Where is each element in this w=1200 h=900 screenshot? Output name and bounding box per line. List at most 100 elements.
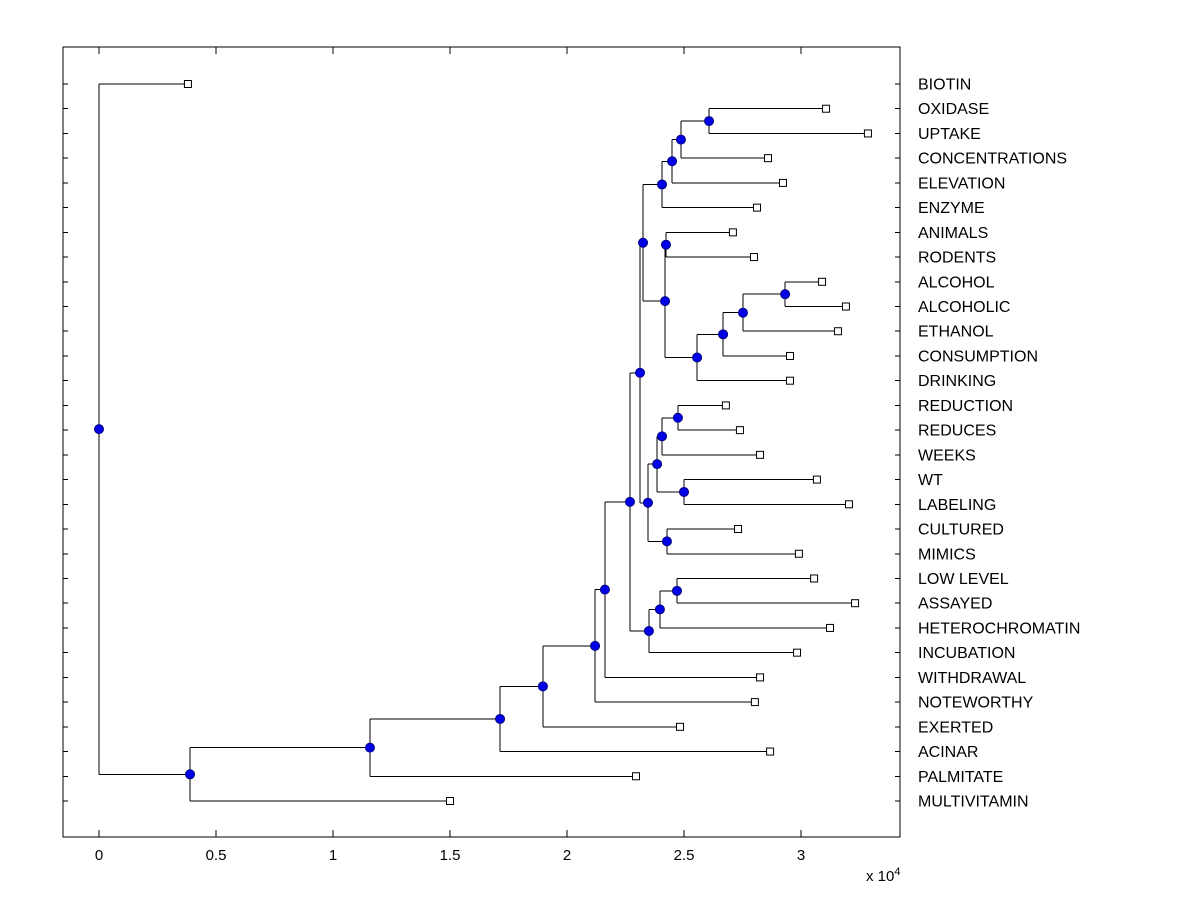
leaf-tip-marker [183,80,192,88]
leaf-tip-marker [446,796,454,805]
leaf-tip-marker [753,203,762,212]
leaf-tip-marker [764,154,773,163]
internal-node-marker [652,459,663,470]
leaf-label: UPTAKE [918,126,981,143]
leaf-label: HETEROCHROMATIN [918,620,1080,637]
leaf-label: ALCOHOL [918,274,995,291]
internal-node-marker [780,289,791,300]
leaf-tip-marker [818,277,827,286]
internal-node-marker [635,367,646,378]
leaf-label: WITHDRAWAL [918,670,1026,687]
leaf-tip-marker [786,376,795,385]
internal-node-marker [672,412,683,423]
leaf-tip-marker [786,351,795,360]
leaf-tip-marker [844,500,853,509]
x-tick-label: 2.5 [674,847,695,864]
x-axis-multiplier: x 104 [866,866,900,885]
leaf-label: ENZYME [918,200,985,217]
axes-box [62,46,901,838]
leaf-label: CULTURED [918,522,1004,539]
leaf-label: REDUCTION [918,398,1013,415]
internal-node-marker [660,296,671,307]
internal-node-marker [679,486,689,497]
leaf-label: MIMICS [918,546,976,563]
leaf-label: CONSUMPTION [918,348,1038,365]
leaf-label: OXIDASE [918,101,989,118]
internal-node-marker [704,116,715,127]
internal-node-marker [657,431,668,442]
internal-node-marker [537,681,548,692]
leaf-tip-marker [810,574,819,583]
internal-node-marker [185,769,196,780]
x-tick-label: 0.5 [206,847,227,864]
leaf-tip-marker [778,178,787,187]
x-tick-label: 3 [797,847,805,864]
internal-node-marker [692,352,703,363]
leaf-tip-marker [750,698,759,707]
internal-node-marker [675,134,686,145]
leaf-tip-marker [851,599,860,608]
internal-node-marker [660,239,671,250]
x-tick-label: 1 [329,847,337,864]
leaf-tip-marker [766,747,775,756]
leaf-tip-marker [822,104,831,113]
internal-node-marker [638,237,649,248]
leaf-tip-marker [833,327,842,336]
leaf-label: INCUBATION [918,645,1015,662]
leaf-tip-marker [632,772,641,781]
leaf-label: RODENTS [918,250,996,267]
internal-node-marker [667,156,678,167]
leaf-label: REDUCES [918,423,996,440]
internal-node-marker [590,640,601,651]
leaf-tip-marker [756,450,765,459]
leaf-tip-marker [812,475,821,484]
internal-node-marker [671,585,682,596]
leaf-tip-marker [676,722,685,731]
leaf-label: ELEVATION [918,175,1005,192]
leaf-label: BIOTIN [918,77,971,94]
internal-node-marker [657,179,668,190]
leaf-label: ALCOHOLIC [918,299,1010,316]
leaf-label: EXERTED [918,719,993,736]
internal-node-marker [643,626,654,637]
internal-node-marker [737,307,748,318]
leaf-label: LABELING [918,497,996,514]
internal-node-marker [495,713,506,724]
leaf-label: MULTIVITAMIN [918,793,1029,810]
x-tick-label: 1.5 [440,847,461,864]
leaf-label: CONCENTRATIONS [918,151,1067,168]
leaf-tip-marker [794,549,803,558]
leaf-label: ACINAR [918,744,978,761]
leaf-tip-marker [756,673,765,682]
leaf-label: ASSAYED [918,596,992,613]
leaf-label: NOTEWORTHY [918,695,1034,712]
leaf-tip-marker [826,623,835,632]
leaf-tip-marker [728,228,737,237]
leaf-tip-marker [735,426,744,435]
leaf-label: ANIMALS [918,225,988,242]
leaf-tip-marker [721,401,730,410]
leaf-label: WEEKS [918,447,976,464]
internal-node-marker [642,497,653,508]
leaf-tip-marker [793,648,802,657]
leaf-tip-marker [734,525,743,534]
leaf-label: WT [918,472,943,489]
internal-node-marker [718,329,729,340]
leaf-label: LOW LEVEL [918,571,1009,588]
leaf-label: PALMITATE [918,769,1003,786]
x-tick-label: 2 [563,847,571,864]
x-axis-multiplier-base: x 10 [866,868,895,885]
leaf-label: DRINKING [918,373,996,390]
x-axis-multiplier-exponent: 4 [894,866,901,878]
internal-node-marker [661,536,672,547]
leaf-label: ETHANOL [918,324,994,341]
x-tick-label: 0 [95,847,103,864]
internal-node-marker [654,604,665,615]
leaf-tip-marker [841,302,850,311]
internal-node-marker [624,496,635,507]
internal-node-marker [364,742,375,753]
internal-node-marker [599,584,610,595]
internal-node-marker [94,424,104,435]
